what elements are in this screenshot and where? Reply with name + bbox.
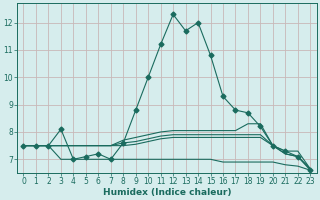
X-axis label: Humidex (Indice chaleur): Humidex (Indice chaleur): [103, 188, 231, 197]
